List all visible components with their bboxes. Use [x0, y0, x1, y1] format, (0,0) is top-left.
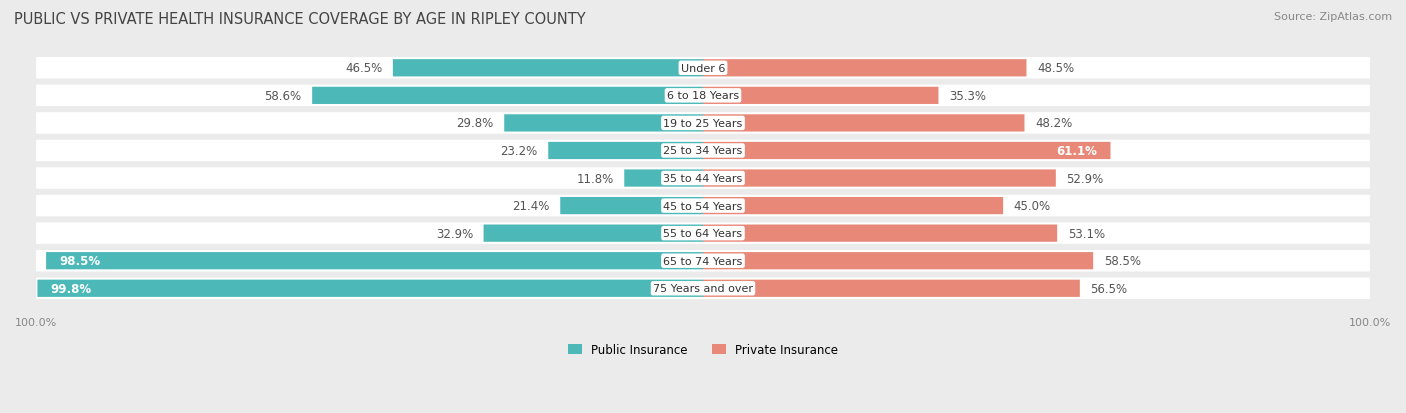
Text: PUBLIC VS PRIVATE HEALTH INSURANCE COVERAGE BY AGE IN RIPLEY COUNTY: PUBLIC VS PRIVATE HEALTH INSURANCE COVER… — [14, 12, 586, 27]
Text: 75 Years and over: 75 Years and over — [652, 284, 754, 294]
FancyBboxPatch shape — [505, 115, 703, 132]
FancyBboxPatch shape — [703, 60, 1026, 77]
FancyBboxPatch shape — [703, 88, 938, 105]
Text: Under 6: Under 6 — [681, 64, 725, 74]
FancyBboxPatch shape — [703, 115, 1025, 132]
FancyBboxPatch shape — [548, 142, 703, 160]
FancyBboxPatch shape — [703, 225, 1057, 242]
Text: 29.8%: 29.8% — [457, 117, 494, 130]
Text: 21.4%: 21.4% — [512, 199, 550, 213]
FancyBboxPatch shape — [37, 168, 1369, 189]
Text: 56.5%: 56.5% — [1091, 282, 1128, 295]
FancyBboxPatch shape — [703, 280, 1080, 297]
Text: 35 to 44 Years: 35 to 44 Years — [664, 173, 742, 184]
Text: Source: ZipAtlas.com: Source: ZipAtlas.com — [1274, 12, 1392, 22]
FancyBboxPatch shape — [703, 252, 1092, 270]
Text: 58.6%: 58.6% — [264, 90, 301, 102]
Legend: Public Insurance, Private Insurance: Public Insurance, Private Insurance — [564, 338, 842, 361]
FancyBboxPatch shape — [37, 195, 1369, 217]
FancyBboxPatch shape — [37, 140, 1369, 162]
FancyBboxPatch shape — [392, 60, 703, 77]
FancyBboxPatch shape — [703, 197, 1002, 215]
Text: 61.1%: 61.1% — [1056, 145, 1097, 158]
FancyBboxPatch shape — [624, 170, 703, 187]
FancyBboxPatch shape — [703, 142, 1111, 160]
Text: 52.9%: 52.9% — [1066, 172, 1104, 185]
Text: 32.9%: 32.9% — [436, 227, 472, 240]
FancyBboxPatch shape — [560, 197, 703, 215]
Text: 6 to 18 Years: 6 to 18 Years — [666, 91, 740, 101]
Text: 55 to 64 Years: 55 to 64 Years — [664, 228, 742, 239]
FancyBboxPatch shape — [484, 225, 703, 242]
Text: 19 to 25 Years: 19 to 25 Years — [664, 119, 742, 128]
FancyBboxPatch shape — [37, 278, 1369, 299]
Text: 45.0%: 45.0% — [1014, 199, 1050, 213]
FancyBboxPatch shape — [37, 113, 1369, 134]
FancyBboxPatch shape — [312, 88, 703, 105]
Text: 45 to 54 Years: 45 to 54 Years — [664, 201, 742, 211]
FancyBboxPatch shape — [37, 250, 1369, 272]
Text: 11.8%: 11.8% — [576, 172, 613, 185]
Text: 25 to 34 Years: 25 to 34 Years — [664, 146, 742, 156]
Text: 53.1%: 53.1% — [1067, 227, 1105, 240]
Text: 23.2%: 23.2% — [501, 145, 537, 158]
Text: 48.5%: 48.5% — [1038, 62, 1074, 75]
FancyBboxPatch shape — [37, 85, 1369, 107]
FancyBboxPatch shape — [38, 280, 703, 297]
FancyBboxPatch shape — [37, 223, 1369, 244]
FancyBboxPatch shape — [703, 170, 1056, 187]
Text: 48.2%: 48.2% — [1035, 117, 1073, 130]
Text: 99.8%: 99.8% — [51, 282, 91, 295]
Text: 35.3%: 35.3% — [949, 90, 986, 102]
Text: 46.5%: 46.5% — [344, 62, 382, 75]
FancyBboxPatch shape — [37, 58, 1369, 79]
FancyBboxPatch shape — [46, 252, 703, 270]
Text: 65 to 74 Years: 65 to 74 Years — [664, 256, 742, 266]
Text: 98.5%: 98.5% — [59, 254, 101, 268]
Text: 58.5%: 58.5% — [1104, 254, 1140, 268]
